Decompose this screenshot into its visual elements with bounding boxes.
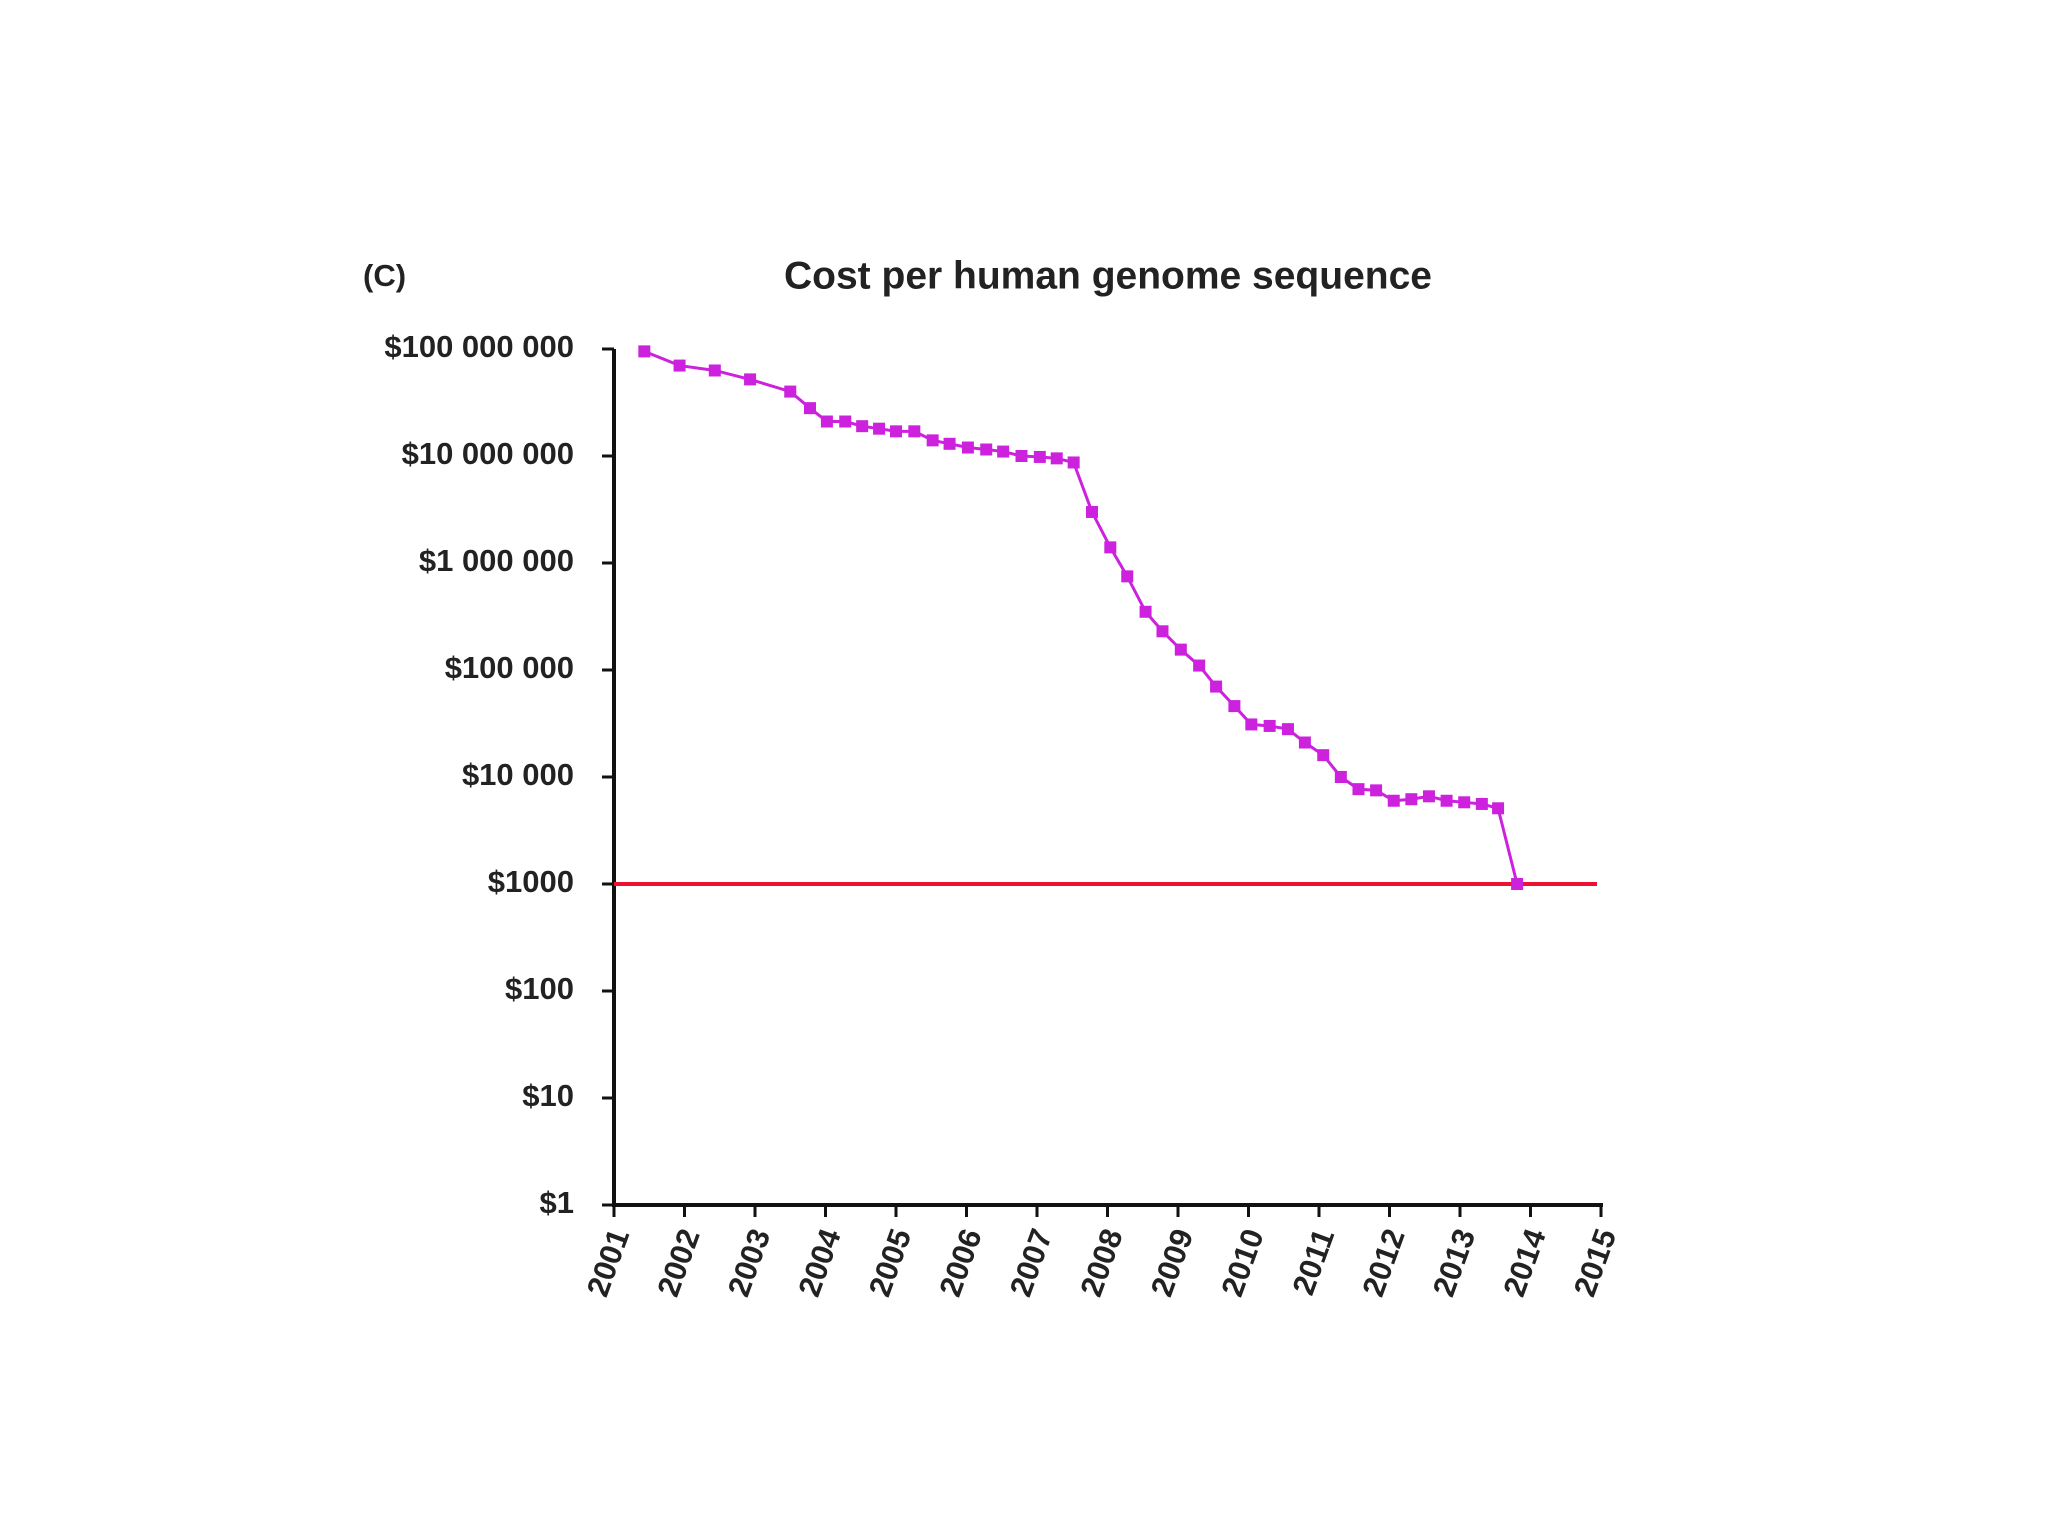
x-tick-label: 2003	[721, 1224, 777, 1301]
data-point	[1085, 505, 1098, 518]
x-tick-label: 2013	[1426, 1224, 1482, 1301]
data-point	[1334, 771, 1347, 783]
data-point	[708, 364, 721, 377]
data-point	[820, 415, 833, 428]
data-point	[638, 345, 651, 358]
x-tick-label: 2008	[1073, 1224, 1129, 1301]
x-tick-label: 2015	[1567, 1224, 1623, 1301]
x-tick-label: 2006	[932, 1224, 988, 1301]
data-point	[1263, 719, 1276, 732]
x-tick-label: 2012	[1355, 1224, 1411, 1301]
x-tick-label: 2001	[580, 1224, 636, 1301]
data-point	[1067, 456, 1080, 469]
data-point	[943, 437, 956, 450]
y-tick-label: $100 000	[445, 650, 574, 685]
y-tick-label: $100 000 000	[384, 329, 574, 364]
y-tick-label: $10	[522, 1078, 574, 1113]
data-point	[856, 420, 869, 433]
x-tick-label: 2004	[791, 1224, 848, 1301]
data-point	[839, 415, 852, 428]
y-tick-label: $1	[540, 1185, 574, 1220]
data-point	[997, 445, 1010, 458]
y-tick-label: $10 000 000	[402, 436, 574, 471]
x-tick-label: 2014	[1496, 1224, 1553, 1301]
x-tick-label: 2010	[1214, 1224, 1270, 1301]
data-point	[1422, 790, 1435, 803]
panel-label: (C)	[363, 258, 406, 293]
data-point	[1121, 570, 1134, 583]
data-point	[1405, 793, 1418, 806]
data-point	[1228, 700, 1241, 713]
x-tick-label: 2002	[650, 1224, 706, 1301]
data-point	[890, 425, 902, 438]
y-tick-label: $10 000	[462, 757, 574, 792]
data-point	[1156, 625, 1169, 638]
data-point	[1139, 605, 1152, 618]
data-point	[1104, 541, 1117, 554]
series-line	[643, 349, 1519, 885]
x-tick-label: 2007	[1003, 1224, 1059, 1301]
data-point	[673, 359, 686, 372]
data-point	[1352, 783, 1365, 796]
data-point	[1387, 794, 1400, 807]
data-point	[1458, 796, 1471, 809]
data-point	[1015, 450, 1028, 462]
x-tick-label: 2009	[1144, 1224, 1200, 1301]
data-point	[1174, 643, 1187, 656]
data-point	[1210, 680, 1223, 693]
data-point	[1245, 718, 1258, 731]
x-tick-label: 2011	[1285, 1224, 1341, 1299]
data-point	[1033, 450, 1046, 463]
data-point	[926, 434, 939, 447]
data-point	[744, 373, 757, 386]
data-point	[1370, 784, 1383, 797]
data-point	[961, 441, 974, 454]
data-point	[1475, 797, 1488, 810]
data-point	[1050, 452, 1063, 465]
data-point	[1511, 878, 1524, 890]
y-tick-label: $1 000 000	[419, 543, 574, 578]
data-point	[1317, 749, 1330, 762]
chart-title: Cost per human genome sequence	[784, 254, 1432, 297]
data-point	[873, 422, 886, 435]
data-point	[803, 402, 816, 415]
data-point	[1492, 802, 1505, 815]
data-point	[908, 425, 921, 438]
x-tick-label: 2005	[862, 1224, 918, 1301]
data-point	[1298, 736, 1311, 749]
y-tick-label: $1000	[488, 864, 574, 899]
data-point	[1193, 659, 1206, 672]
data-point	[784, 385, 797, 398]
data-point	[980, 443, 993, 456]
data-point	[1281, 723, 1294, 736]
data-point	[1440, 794, 1453, 807]
y-tick-label: $100	[505, 971, 574, 1006]
